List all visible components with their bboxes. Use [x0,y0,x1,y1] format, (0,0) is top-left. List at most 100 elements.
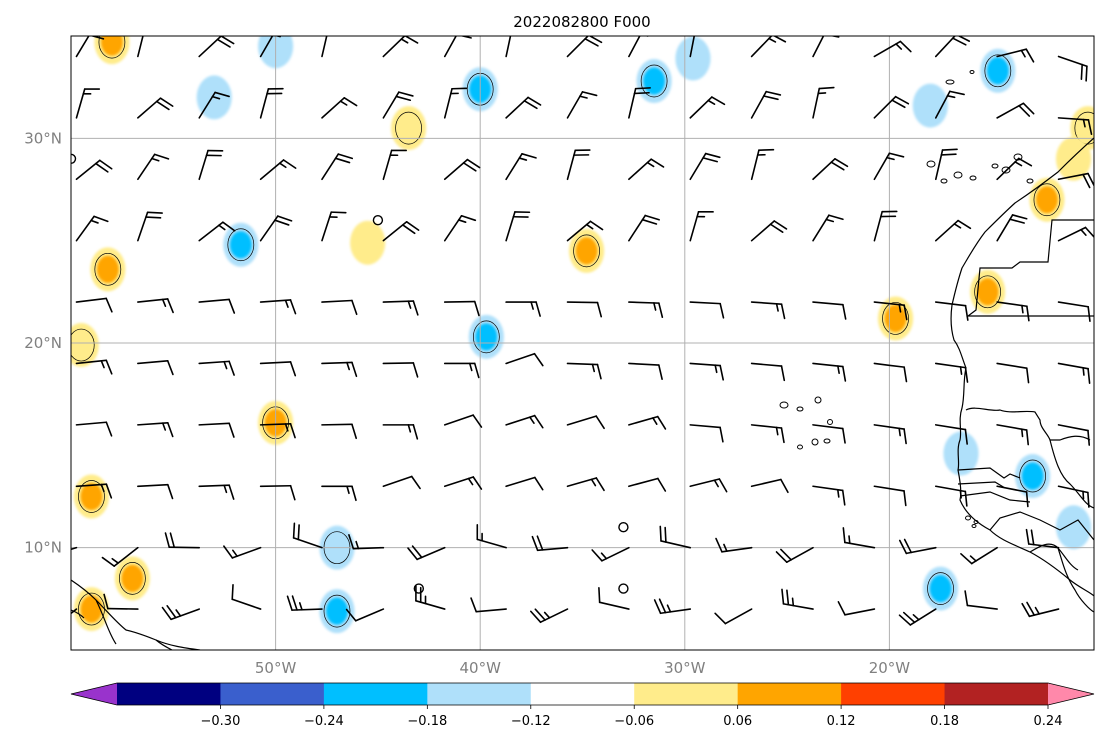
wind-barb [689,478,728,493]
guyana-border [95,599,173,650]
wind-barb [71,608,78,615]
anomaly-blob [922,566,959,611]
wind-barb [382,36,419,58]
wind-barb [75,159,113,181]
wind-barb [996,214,1028,242]
colorbar-cell [634,683,739,705]
wind-barb [382,362,419,378]
wind-barb [873,301,908,321]
wind-barb [812,424,846,444]
wind-barb [873,40,912,58]
wind-barb [689,362,725,381]
wind-barb [873,210,898,242]
mali-border [1049,439,1094,509]
wind-barb [781,588,814,610]
wind-barb [1057,362,1091,384]
wind-barb [259,299,297,315]
wind-barb [812,86,835,119]
wind-barb [934,219,972,242]
wind-barb [443,414,483,428]
wind-barb [161,605,201,621]
anomaly-contour-fill [1036,186,1058,214]
wind-barb [198,422,235,438]
wind-barb [137,211,163,242]
wind-barb [628,214,660,242]
mauritania-border [965,407,1091,441]
latitude-tick-label: 10°N [24,539,62,557]
wind-barb [837,601,876,616]
wind-barb [321,361,358,378]
wind-barb [934,90,965,119]
colorbar-cell [220,683,325,705]
wind-barb [714,608,753,625]
wind-barb [689,301,725,319]
wind-barb [934,148,958,181]
wind-barb [198,298,236,314]
wind-barb [566,220,604,242]
wind-barb [505,301,541,317]
anomaly-contour-fill [1021,462,1044,490]
wind-barb [198,221,236,242]
wind-barb [75,421,113,437]
wind-barb [996,48,1035,63]
anomaly-contour-fill [912,83,948,128]
wind-barb [101,546,139,567]
anomaly-contour-fill [929,575,952,603]
wind-barb [75,215,109,242]
wind-barb [198,36,235,58]
wind-barb [898,538,937,555]
wind-barb [259,423,296,439]
anomaly-contour-fill [71,323,99,368]
wind-barb [750,362,786,382]
anomaly-contour-fill [121,564,144,592]
wind-barb [566,362,602,380]
anomaly-blob [980,48,1016,93]
wind-barb [750,478,789,494]
wind-barb [407,545,446,561]
anomaly-blob [912,83,948,128]
longitude-tick-label: 50°W [255,659,297,677]
longitude-tick-labels: 50°W 40°W 30°W 20°W [255,659,910,677]
wind-barb [628,87,651,119]
wind-barb [628,477,667,492]
liberia-border [1057,547,1094,613]
anomaly-contour-fill [101,36,123,56]
wind-barb [1057,55,1088,82]
longitude-tick-label: 30°W [664,659,706,677]
wind-barb [934,485,968,507]
colorbar-tick-label: 0.18 [930,714,959,729]
wind-barb [382,149,407,181]
wind-barb [996,301,1030,322]
anomaly-contour-fill [884,304,907,332]
wind-barb [689,152,721,181]
colorbar-tick-label: 0.24 [1034,714,1063,729]
wind-barb [812,214,844,242]
anomaly-blob [943,431,979,476]
wind-barb [198,149,224,181]
wind-barb [259,87,284,119]
wind-barb [259,215,293,242]
wind-barb [198,91,230,119]
colorbar-cell [323,683,428,705]
wind-barb [443,476,483,490]
wind-barb [103,593,139,610]
anomaly-contour-fill [987,57,1009,85]
colorbar-outline [70,682,1095,706]
wind-barb [476,524,507,549]
colorbar-cell [117,683,221,705]
wind-barb [750,148,775,181]
colorbar-cells [71,683,1094,705]
wind-barb [443,362,480,379]
wind-barb [443,300,480,317]
wind-barb [628,158,665,181]
wind-barb [873,424,907,445]
wind-barb [1025,528,1060,549]
latitude-tick-label: 30°N [24,129,62,147]
anomaly-blob [1055,505,1092,550]
colorbar-under-extension [71,683,117,705]
anomaly-contour-line [78,480,105,513]
anomaly-blob [94,36,130,65]
wind-barb [321,423,358,440]
anomaly-blob [350,220,386,265]
wind-barb [321,36,328,58]
